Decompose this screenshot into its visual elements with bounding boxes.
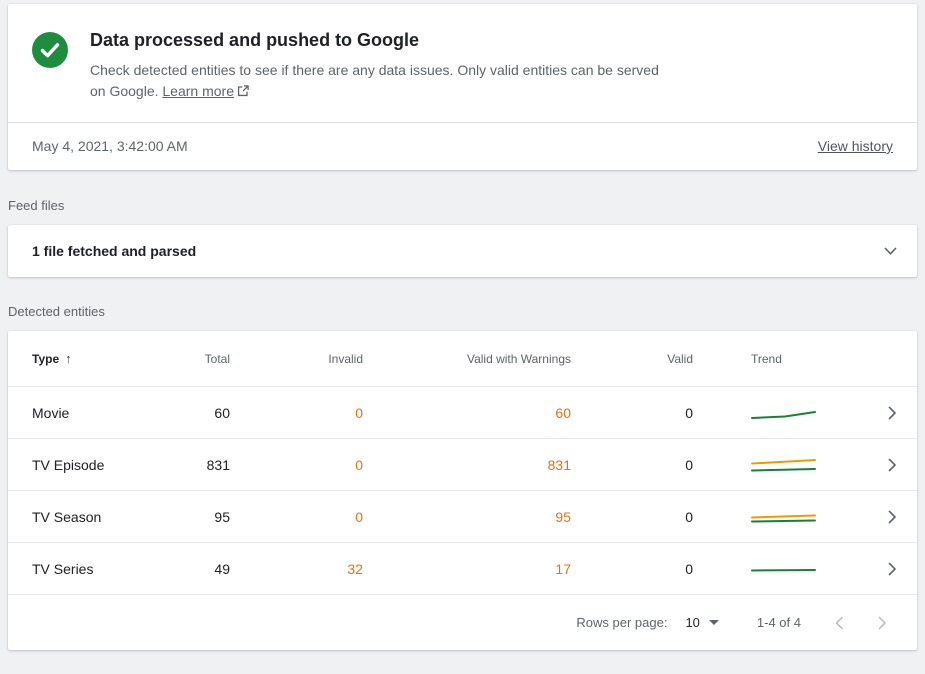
chevron-right-icon xyxy=(878,616,886,629)
table-header-valid-with-warnings[interactable]: Valid with Warnings xyxy=(466,351,571,366)
table-header-type[interactable]: Type ↑ xyxy=(32,351,152,366)
chevron-right-icon[interactable] xyxy=(888,458,897,472)
table-header-invalid[interactable]: Invalid xyxy=(328,351,363,366)
cell-total: 60 xyxy=(214,404,230,421)
trend-sparkline xyxy=(693,559,857,579)
detected-entities-section-label: Detected entities xyxy=(8,304,105,319)
last-run-timestamp: May 4, 2021, 3:42:00 AM xyxy=(32,138,188,154)
status-card-footer: May 4, 2021, 3:42:00 AM View history xyxy=(8,122,917,170)
cell-valid: 0 xyxy=(685,404,693,421)
cell-type: TV Season xyxy=(32,508,102,525)
cell-valid-with-warnings: 95 xyxy=(555,508,571,525)
cell-invalid: 0 xyxy=(355,404,363,421)
cell-total: 49 xyxy=(214,560,230,577)
table-row[interactable]: TV Season 95 0 95 0 xyxy=(8,490,917,542)
cell-valid-with-warnings: 60 xyxy=(555,404,571,421)
table-row[interactable]: Movie 60 0 60 0 xyxy=(8,386,917,438)
cell-invalid: 0 xyxy=(355,456,363,473)
trend-sparkline xyxy=(693,507,857,527)
external-link-icon xyxy=(237,85,249,97)
table-header-valid[interactable]: Valid xyxy=(667,351,693,366)
chevron-right-icon[interactable] xyxy=(888,562,897,576)
status-title: Data processed and pushed to Google xyxy=(90,30,420,50)
view-history-link[interactable]: View history xyxy=(817,138,893,154)
cell-valid: 0 xyxy=(685,560,693,577)
table-header-trend: Trend xyxy=(751,351,782,366)
cell-invalid: 0 xyxy=(355,508,363,525)
success-check-icon xyxy=(32,32,68,68)
dropdown-arrow-icon xyxy=(708,620,719,625)
feed-files-summary: 1 file fetched and parsed xyxy=(32,243,197,259)
rows-per-page-label: Rows per page: xyxy=(576,615,668,630)
rows-per-page-value: 10 xyxy=(685,615,700,630)
table-header-row: Type ↑ Total Invalid Valid with Warnings… xyxy=(8,331,917,386)
page: Data processed and pushed to Google Chec… xyxy=(8,4,917,650)
table-pagination: Rows per page: 10 1-4 of 4 xyxy=(8,594,917,650)
cell-valid: 0 xyxy=(685,508,693,525)
cell-total: 831 xyxy=(206,456,230,473)
status-card: Data processed and pushed to Google Chec… xyxy=(8,4,917,170)
chevron-left-icon xyxy=(835,616,843,629)
cell-type: TV Episode xyxy=(32,456,105,473)
status-card-body: Data processed and pushed to Google Chec… xyxy=(8,4,917,122)
previous-page-button[interactable] xyxy=(835,616,844,630)
learn-more-label: Learn more xyxy=(162,83,234,99)
chevron-down-icon[interactable] xyxy=(884,247,897,256)
learn-more-link[interactable]: Learn more xyxy=(162,83,249,99)
pagination-range: 1-4 of 4 xyxy=(756,615,801,630)
feed-files-expander[interactable]: 1 file fetched and parsed xyxy=(8,225,917,277)
cell-type: TV Series xyxy=(32,560,94,577)
cell-valid-with-warnings: 831 xyxy=(547,456,571,473)
table-header-total[interactable]: Total xyxy=(204,351,230,366)
trend-sparkline xyxy=(693,403,857,423)
feed-files-section-label: Feed files xyxy=(8,198,65,213)
trend-sparkline xyxy=(693,455,857,475)
table-row[interactable]: TV Series 49 32 17 0 xyxy=(8,542,917,594)
cell-valid: 0 xyxy=(685,456,693,473)
chevron-right-icon[interactable] xyxy=(888,406,897,420)
cell-total: 95 xyxy=(214,508,230,525)
rows-per-page-select[interactable]: 10 xyxy=(685,615,719,630)
chevron-right-icon[interactable] xyxy=(888,510,897,524)
sort-ascending-icon: ↑ xyxy=(65,351,72,366)
status-description: Check detected entities to see if there … xyxy=(90,60,665,102)
cell-invalid: 32 xyxy=(347,560,363,577)
status-text-block: Data processed and pushed to Google Chec… xyxy=(90,30,665,102)
cell-type: Movie xyxy=(32,404,70,421)
status-description-text: Check detected entities to see if there … xyxy=(90,62,659,99)
next-page-button[interactable] xyxy=(878,616,887,630)
table-header-type-label: Type xyxy=(32,351,60,366)
cell-valid-with-warnings: 17 xyxy=(555,560,571,577)
detected-entities-table: Type ↑ Total Invalid Valid with Warnings… xyxy=(8,331,917,650)
table-row[interactable]: TV Episode 831 0 831 0 xyxy=(8,438,917,490)
